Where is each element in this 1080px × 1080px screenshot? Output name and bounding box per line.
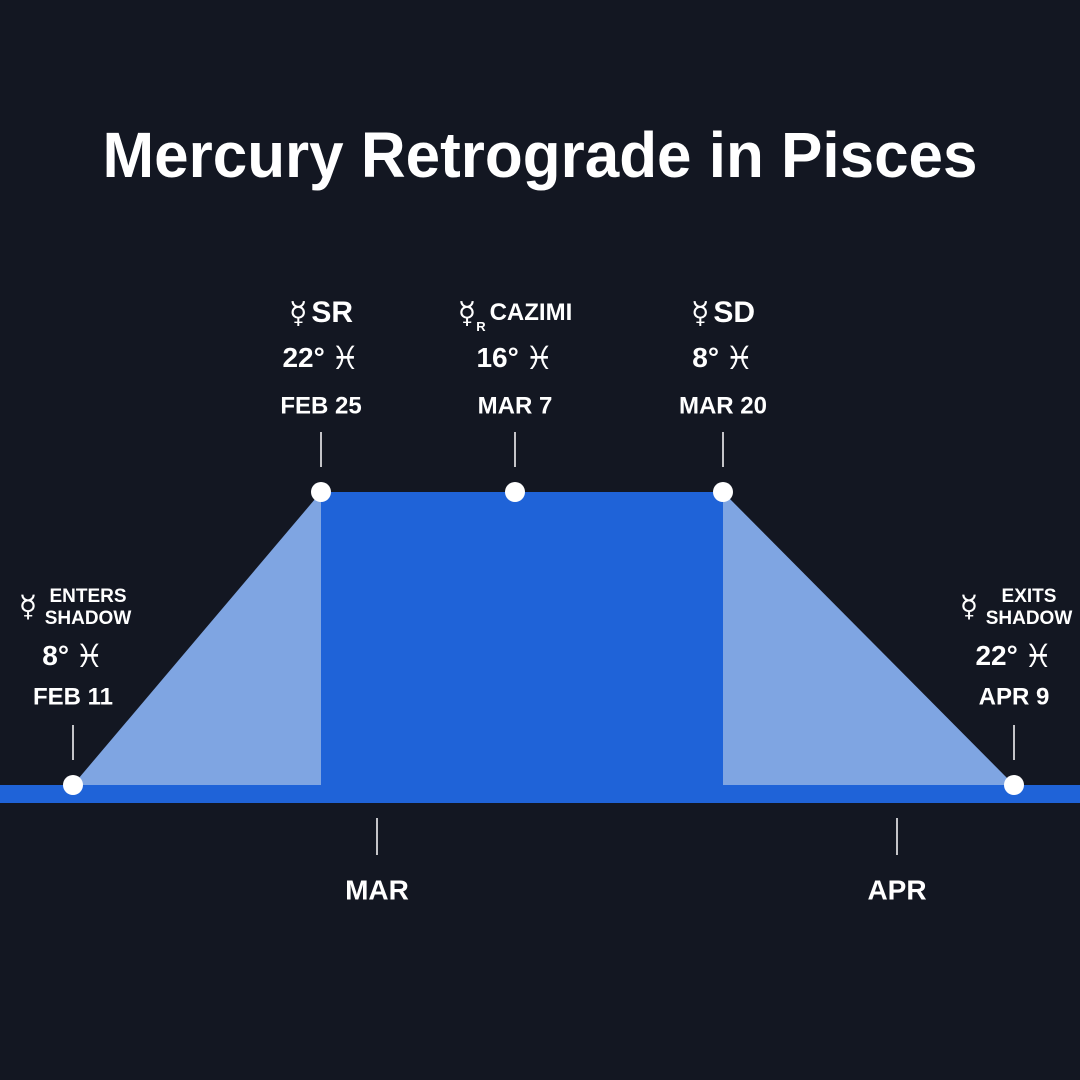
degree: 8° ♓ (42, 637, 103, 675)
event-dot (1004, 775, 1024, 795)
degree-value: 22° (975, 640, 1017, 671)
planet-glyph: ☿ (691, 296, 709, 331)
date: FEB 25 (280, 392, 361, 419)
sign-glyph: ♓ (75, 637, 104, 675)
title: Mercury Retrograde in Pisces (103, 119, 978, 191)
pre-shadow-area (73, 492, 321, 785)
post-shadow-area (723, 492, 1014, 785)
retro-mark: R (476, 319, 486, 334)
event-dot (311, 482, 331, 502)
label: CAZIMI (490, 299, 573, 326)
event-label: ☿R CAZIMI (458, 296, 572, 335)
degree: 8° ♓ (692, 339, 753, 377)
label: SHADOW (45, 608, 132, 629)
event-dot (505, 482, 525, 502)
month-label: APR (867, 874, 926, 905)
date: FEB 11 (33, 683, 113, 710)
degree-value: 16° (476, 342, 518, 373)
event-dot (713, 482, 733, 502)
degree: 22° ♓ (975, 637, 1052, 675)
label: ENTERS (49, 586, 126, 607)
sign-glyph: ♓ (725, 339, 754, 377)
degree: 22° ♓ (282, 339, 359, 377)
sign-glyph: ♓ (331, 339, 360, 377)
event-label: ☿ SD (691, 296, 755, 331)
date: MAR 20 (679, 392, 767, 419)
sign-glyph: ♓ (1024, 637, 1053, 675)
sign-glyph: ♓ (525, 339, 554, 377)
label: SD (713, 296, 755, 329)
date: MAR 7 (478, 392, 553, 419)
planet-glyph: ☿ (289, 296, 307, 331)
date: APR 9 (979, 683, 1050, 710)
event-dot (63, 775, 83, 795)
planet-glyph: ☿ (960, 590, 978, 625)
planet-glyph: ☿ (458, 296, 476, 331)
degree-value: 22° (282, 342, 324, 373)
label: SHADOW (986, 608, 1073, 629)
label: EXITS (1002, 586, 1057, 607)
event-label: ☿ SR (289, 296, 353, 331)
label: SR (311, 296, 353, 329)
month-label: MAR (345, 874, 409, 905)
retrograde-area (321, 492, 723, 803)
planet-glyph: ☿ (19, 590, 37, 625)
degree-value: 8° (42, 640, 69, 671)
degree-value: 8° (692, 342, 719, 373)
degree: 16° ♓ (476, 339, 553, 377)
